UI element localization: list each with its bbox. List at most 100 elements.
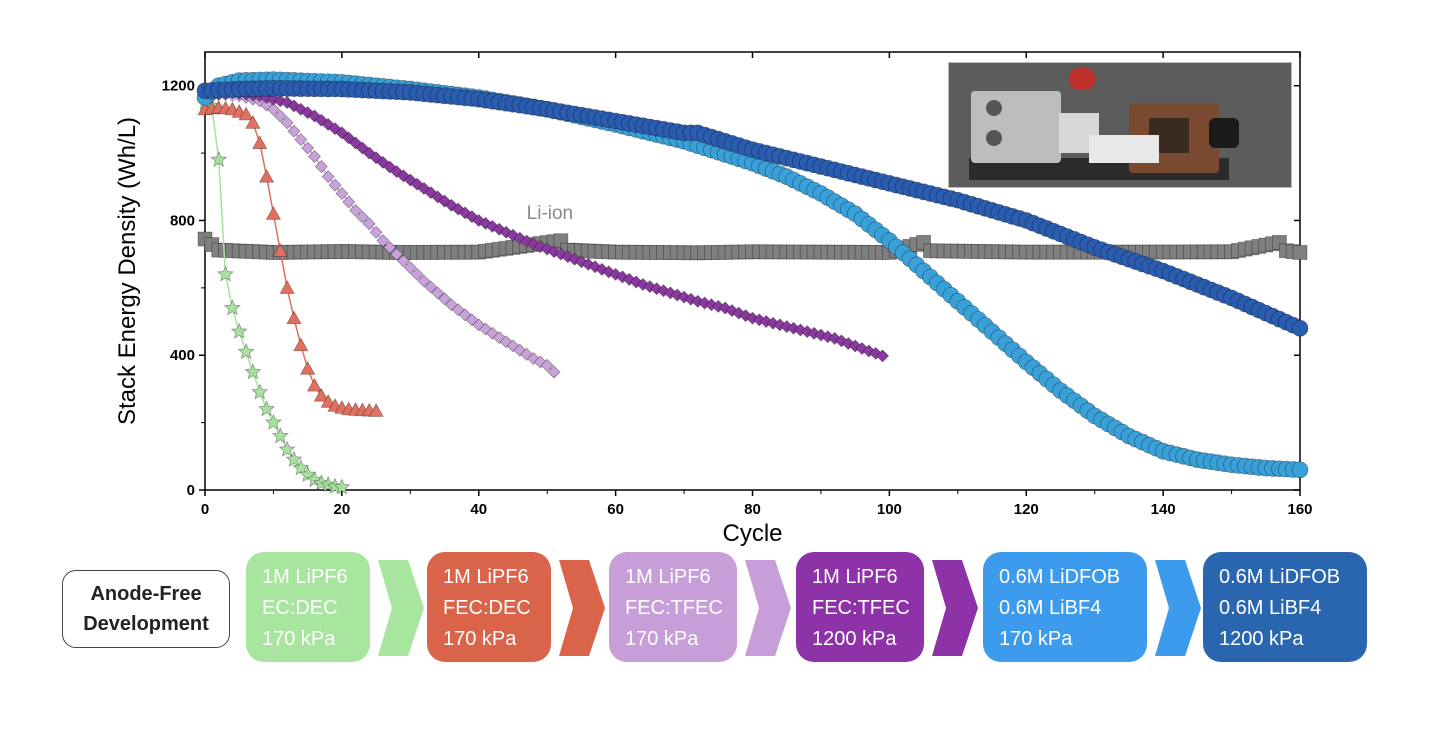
stage-line: 170 kPa xyxy=(443,628,517,650)
timeline-arrow-shape xyxy=(559,560,605,656)
data-point xyxy=(376,234,390,248)
data-point xyxy=(271,427,289,444)
development-timeline: Anode-Free Development 1M LiPF6 EC:DEC 170 k… xyxy=(0,548,1446,678)
stage-line: FEC:TFEC xyxy=(625,597,723,619)
data-point xyxy=(279,280,295,294)
stage-line: 170 kPa xyxy=(999,628,1073,650)
data-point xyxy=(294,133,308,147)
x-tick-label: 140 xyxy=(1151,501,1176,518)
data-point xyxy=(286,310,302,325)
anode-free-label-line: Development xyxy=(83,613,209,635)
timeline-arrow xyxy=(932,560,978,656)
fixture-illustration xyxy=(949,63,1291,187)
data-point xyxy=(244,363,262,380)
data-point xyxy=(369,225,383,239)
cell-fixture-photo xyxy=(948,62,1292,188)
data-point xyxy=(424,280,438,294)
x-tick-label: 80 xyxy=(744,501,761,518)
data-point xyxy=(335,186,349,201)
x-tick-label: 20 xyxy=(334,501,351,518)
data-point xyxy=(410,267,424,281)
stage-line: 0.6M LiBF4 xyxy=(1219,597,1322,619)
data-point xyxy=(417,274,431,288)
data-point xyxy=(301,141,315,155)
data-point xyxy=(547,365,561,379)
timeline-stage: 1M LiPF6 EC:DEC 170 kPa xyxy=(246,552,370,662)
data-point xyxy=(251,383,269,400)
anode-free-label: Anode-Free Development xyxy=(62,570,230,648)
timeline-arrow xyxy=(559,560,605,656)
data-point xyxy=(540,358,554,372)
data-point xyxy=(285,450,303,467)
data-point xyxy=(320,393,336,408)
data-point xyxy=(272,242,288,257)
x-axis-label: Cycle xyxy=(722,520,782,547)
li-ion-label: Li-ion xyxy=(527,203,573,224)
timeline-arrow-shape xyxy=(745,560,791,656)
stage-line: EC:DEC xyxy=(262,597,338,619)
y-axis-label: Stack Energy Density (Wh/L) xyxy=(114,117,141,425)
data-point xyxy=(238,106,254,121)
data-point xyxy=(1292,245,1308,260)
stage-line: 1M LiPF6 xyxy=(625,566,711,588)
stage-line: FEC:TFEC xyxy=(812,597,910,619)
timeline-arrow xyxy=(378,560,424,656)
timeline-stage: 0.6M LiDFOB 0.6M LiBF4 1200 kPa xyxy=(1203,552,1367,662)
y-tick-label: 1200 xyxy=(162,78,195,95)
data-point xyxy=(216,265,235,282)
data-point xyxy=(437,292,452,306)
data-point xyxy=(431,286,445,300)
timeline-stage: 0.6M LiDFOB 0.6M LiBF4 170 kPa xyxy=(983,552,1147,662)
data-point xyxy=(230,322,248,339)
data-point xyxy=(210,150,228,168)
y-tick-label: 800 xyxy=(170,212,195,229)
timeline-arrow xyxy=(745,560,791,656)
data-point xyxy=(237,342,255,360)
x-tick-label: 100 xyxy=(877,501,902,518)
data-point xyxy=(223,299,241,316)
data-point xyxy=(266,102,281,116)
x-tick-label: 120 xyxy=(1014,501,1039,518)
stage-line: 1M LiPF6 xyxy=(443,566,529,588)
timeline-stage: 1M LiPF6 FEC:DEC 170 kPa xyxy=(427,552,551,662)
stage-line: 170 kPa xyxy=(262,628,336,650)
data-point xyxy=(313,387,330,402)
stage-line: 170 kPa xyxy=(625,628,699,650)
data-point xyxy=(875,349,890,363)
stage-line: 1M LiPF6 xyxy=(262,566,348,588)
data-point xyxy=(265,205,282,220)
timeline-stage: 1M LiPF6 FEC:TFEC 170 kPa xyxy=(609,552,737,662)
timeline-stage: 1M LiPF6 FEC:TFEC 1200 kPa xyxy=(796,552,924,662)
data-point xyxy=(390,247,404,261)
data-point xyxy=(348,203,363,217)
x-tick-label: 160 xyxy=(1287,501,1312,518)
data-point xyxy=(328,178,342,192)
data-point xyxy=(307,149,322,164)
data-point xyxy=(396,254,411,268)
data-point xyxy=(273,109,287,123)
data-point xyxy=(258,168,275,183)
stage-line: 1200 kPa xyxy=(812,628,897,650)
timeline-arrow-shape xyxy=(378,560,424,656)
data-point xyxy=(368,402,384,417)
data-point xyxy=(299,360,316,375)
timeline-arrow-shape xyxy=(1155,560,1201,656)
data-point xyxy=(278,440,296,457)
stage-line: 1200 kPa xyxy=(1219,628,1304,650)
data-point xyxy=(264,413,282,430)
data-point xyxy=(403,261,417,275)
data-point xyxy=(306,377,323,392)
data-point xyxy=(333,478,351,495)
x-tick-label: 60 xyxy=(607,501,624,518)
data-point xyxy=(1291,461,1309,479)
x-tick-label: 40 xyxy=(470,501,487,518)
data-point xyxy=(362,217,376,231)
data-point xyxy=(383,240,397,254)
data-point xyxy=(245,114,261,129)
data-point xyxy=(355,210,369,224)
data-point xyxy=(292,459,310,476)
stage-line: 0.6M LiDFOB xyxy=(1219,566,1341,588)
stage-line: 0.6M LiDFOB xyxy=(999,566,1121,588)
stage-line: 1M LiPF6 xyxy=(812,566,898,588)
data-point xyxy=(1291,319,1309,337)
